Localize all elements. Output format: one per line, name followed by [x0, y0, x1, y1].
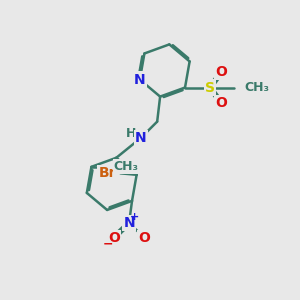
Text: Br: Br — [98, 166, 116, 180]
Text: O: O — [139, 231, 150, 245]
Text: O: O — [108, 231, 120, 245]
Text: S: S — [205, 80, 215, 94]
Text: O: O — [215, 65, 227, 79]
Text: CH₃: CH₃ — [113, 160, 139, 173]
Text: CH₃: CH₃ — [245, 81, 270, 94]
Text: O: O — [215, 96, 227, 110]
Text: N: N — [135, 131, 147, 145]
Text: −: − — [103, 237, 113, 250]
Text: N: N — [123, 216, 135, 230]
Text: H: H — [126, 127, 137, 140]
Text: N: N — [134, 73, 146, 87]
Text: +: + — [130, 212, 140, 222]
